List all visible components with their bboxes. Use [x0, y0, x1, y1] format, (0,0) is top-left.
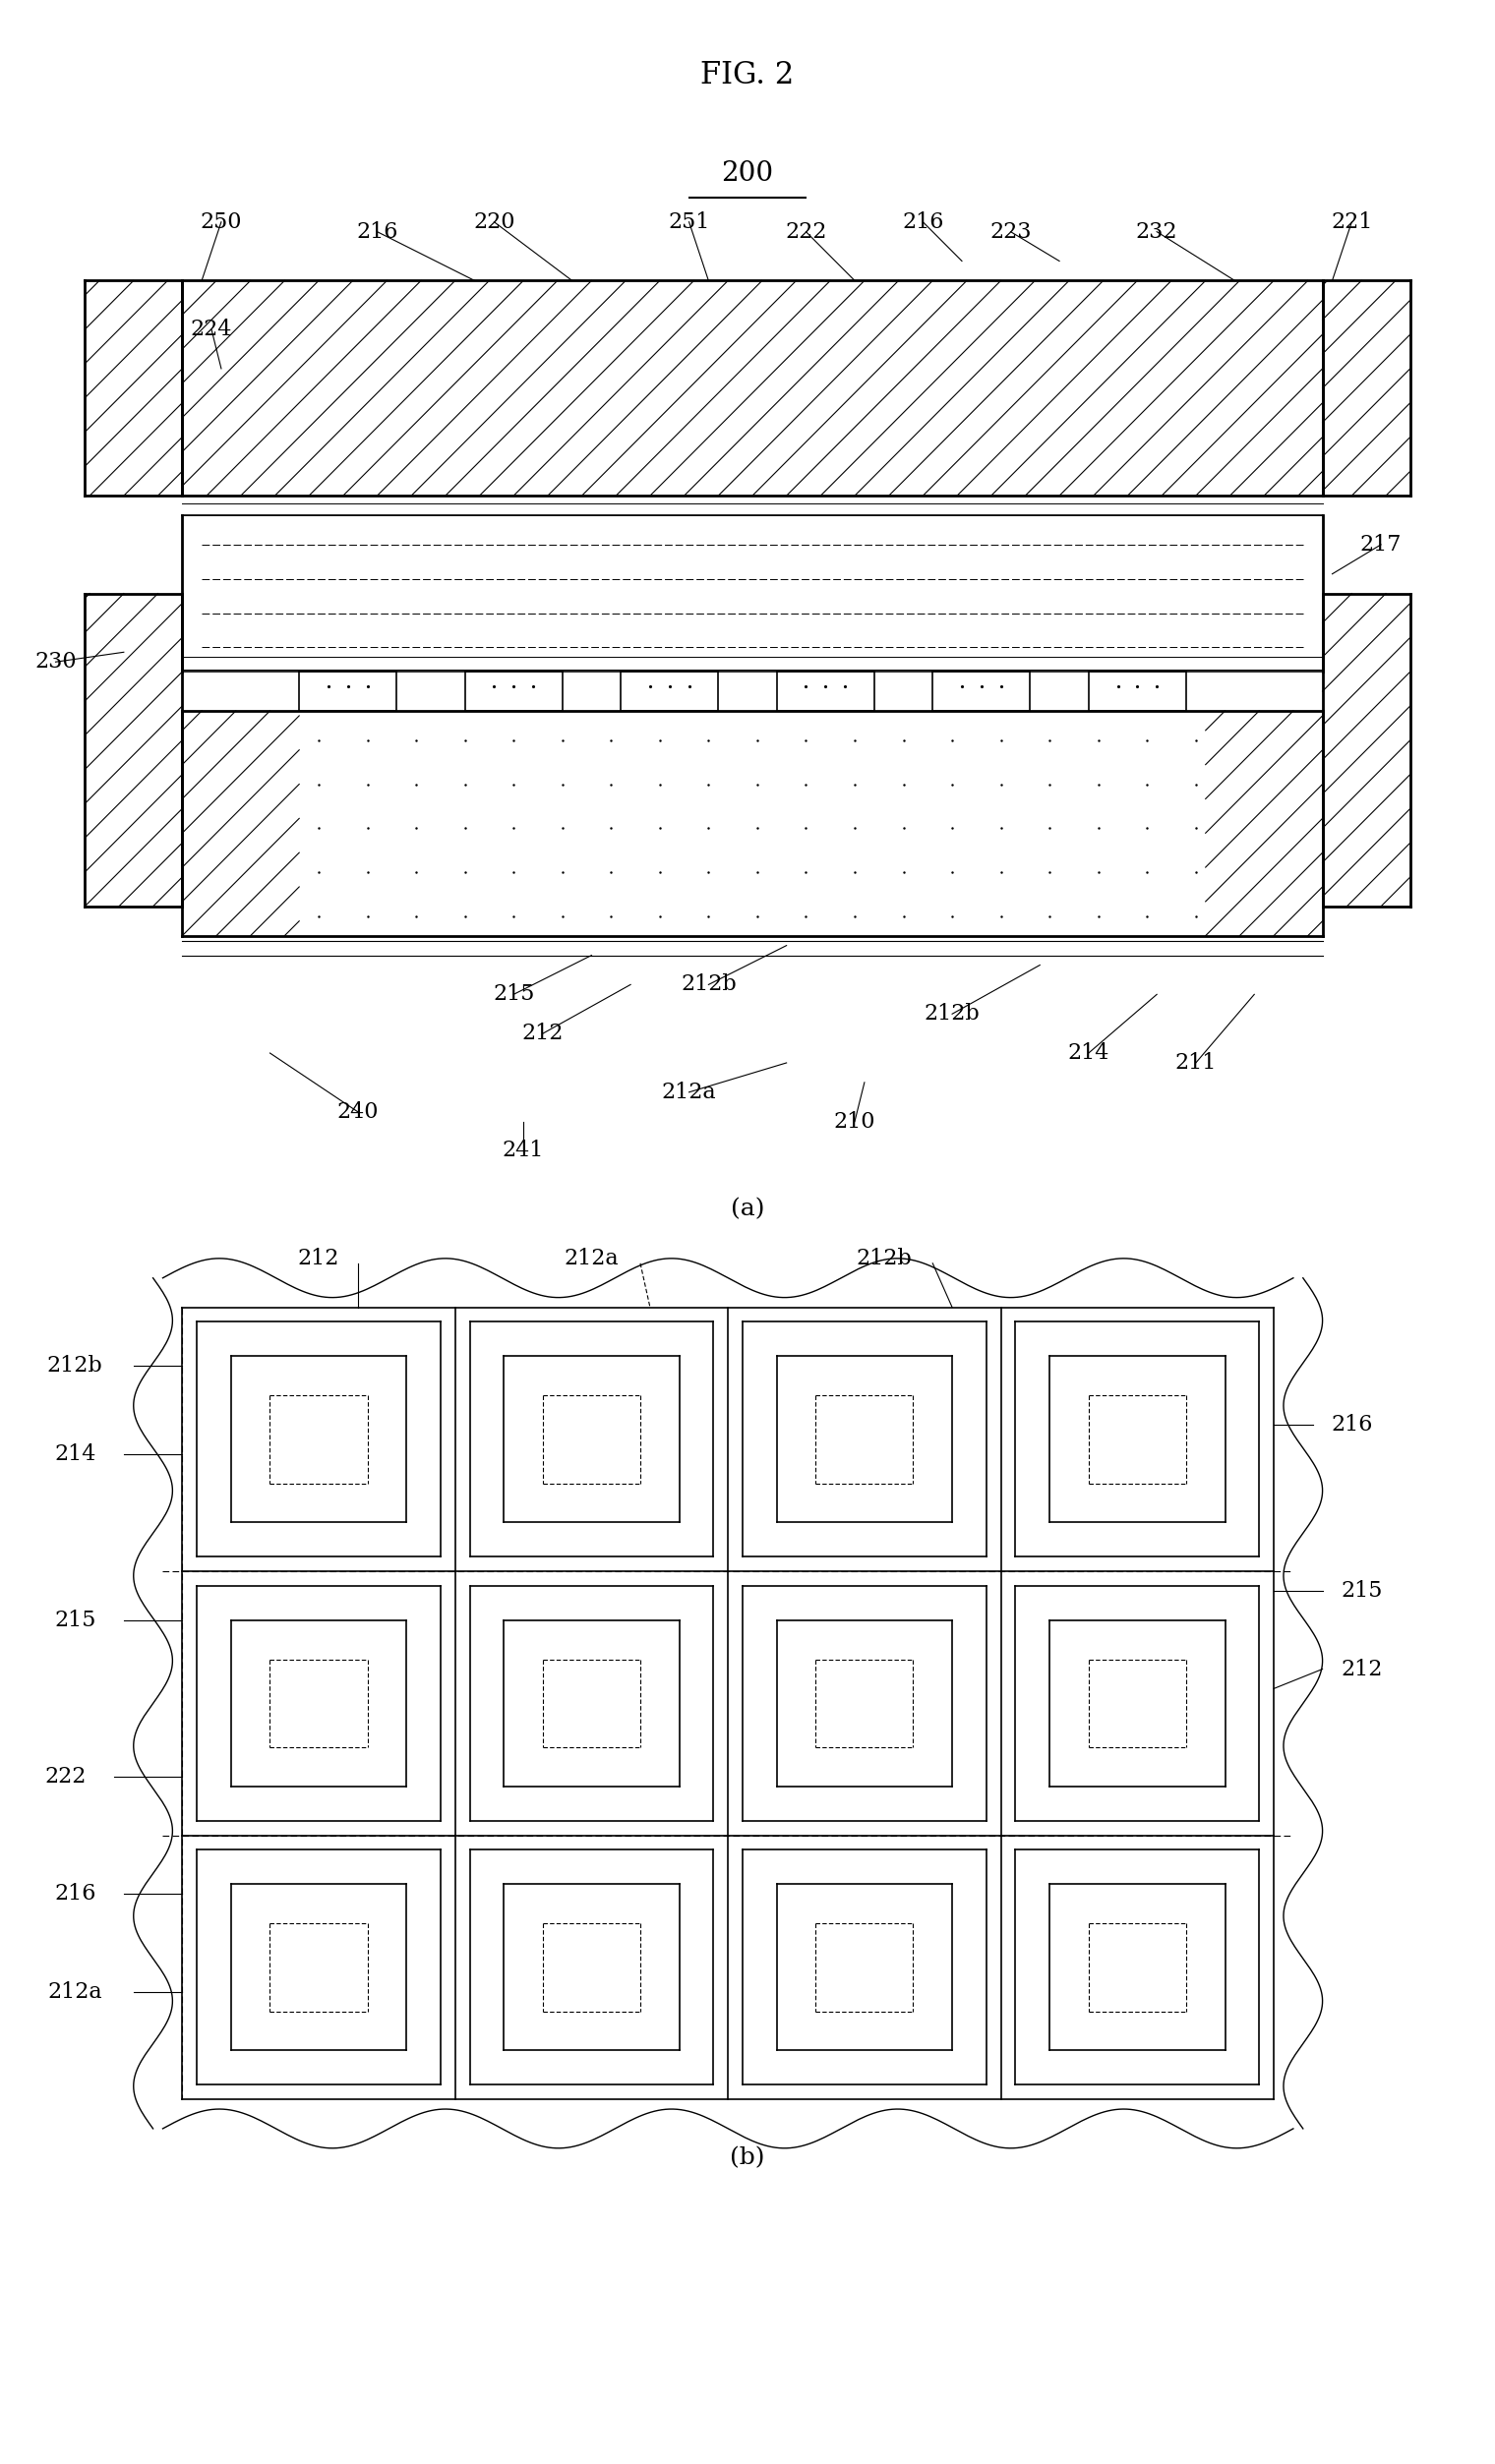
Text: 216: 216: [1331, 1414, 1372, 1437]
Text: 241: 241: [502, 1141, 544, 1161]
Text: 212a: 212a: [48, 1981, 102, 2003]
Text: FIG. 2: FIG. 2: [701, 59, 794, 91]
Text: 223: 223: [990, 222, 1032, 241]
Text: 200: 200: [722, 160, 773, 187]
Polygon shape: [182, 281, 1323, 495]
Text: 212b: 212b: [680, 973, 737, 995]
Text: 220: 220: [474, 212, 514, 232]
Text: 216: 216: [356, 222, 398, 241]
Text: 212b: 212b: [48, 1355, 103, 1377]
Text: 222: 222: [785, 222, 827, 241]
Text: 222: 222: [45, 1767, 87, 1786]
Text: 212b: 212b: [924, 1003, 981, 1025]
Text: 212: 212: [1341, 1658, 1383, 1680]
Text: 212: 212: [522, 1023, 564, 1045]
Text: 211: 211: [1175, 1052, 1217, 1074]
Text: 212a: 212a: [564, 1247, 619, 1269]
Polygon shape: [182, 710, 1323, 936]
Polygon shape: [1323, 281, 1410, 495]
Text: 214: 214: [54, 1444, 96, 1464]
Text: 212b: 212b: [857, 1247, 912, 1269]
Text: 212a: 212a: [662, 1082, 716, 1104]
Text: 224: 224: [191, 318, 232, 340]
Text: 240: 240: [336, 1101, 378, 1124]
Text: 215: 215: [493, 983, 534, 1005]
Text: 251: 251: [668, 212, 710, 232]
Polygon shape: [1323, 594, 1410, 907]
Text: (b): (b): [730, 2146, 765, 2168]
Text: 210: 210: [834, 1111, 876, 1133]
Text: 215: 215: [54, 1609, 96, 1631]
Text: 215: 215: [1341, 1579, 1383, 1602]
Text: 212: 212: [298, 1247, 339, 1269]
Text: 214: 214: [1067, 1042, 1109, 1064]
Text: 230: 230: [34, 650, 76, 673]
Text: 221: 221: [1331, 212, 1372, 232]
Text: 250: 250: [200, 212, 242, 232]
Text: 216: 216: [901, 212, 943, 232]
Text: (a): (a): [731, 1198, 764, 1220]
Text: 216: 216: [54, 1882, 96, 1905]
Text: 232: 232: [1136, 222, 1178, 241]
Text: 217: 217: [1360, 535, 1402, 554]
Polygon shape: [85, 594, 182, 907]
Polygon shape: [85, 281, 182, 495]
Polygon shape: [182, 515, 1323, 673]
